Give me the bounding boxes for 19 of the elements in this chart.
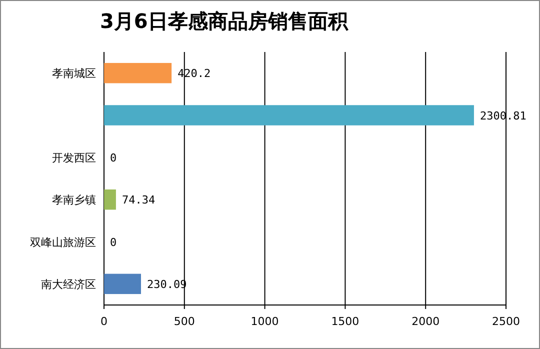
x-tick-label: 0 [100,315,108,328]
x-tick-label: 2500 [492,315,520,328]
x-tick-label: 2000 [412,315,440,328]
bar [104,105,474,126]
data-label: 0 [110,151,117,164]
bar [104,62,172,84]
y-tick-label: 双峰山旅游区 [30,236,96,249]
y-tick-label: 南大经济区 [41,278,96,291]
chart-title: 3月6日孝感商品房销售面积 [100,9,349,33]
bar [104,189,116,210]
data-label: 74.34 [122,194,156,207]
x-tick-label: 1500 [331,315,360,328]
x-tick-label: 1000 [250,315,279,328]
x-tick-label: 500 [174,315,195,328]
data-label: 0 [110,236,117,249]
bar [104,274,141,294]
y-tick-label: 孝南乡镇 [52,194,96,207]
y-tick-label: 开发西区 [52,151,96,164]
y-tick-label: 孝南城区 [52,67,96,80]
